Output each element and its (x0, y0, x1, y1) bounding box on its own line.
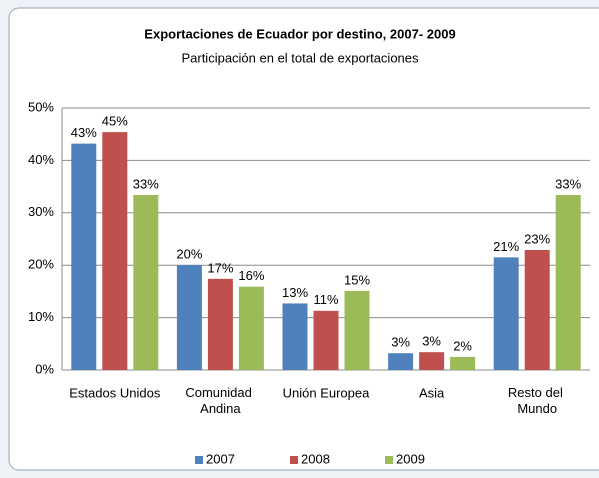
chart-subtitle: Participación en el total de exportacion… (181, 50, 419, 65)
chart-title: Exportaciones de Ecuador por destino, 20… (144, 26, 455, 41)
bar (71, 143, 97, 370)
data-label: 13% (282, 285, 308, 300)
data-label: 33% (133, 176, 159, 191)
legend-swatch (385, 456, 393, 464)
legend-label: 2009 (396, 451, 425, 466)
legend-label: 2008 (301, 451, 330, 466)
data-label: 3% (422, 334, 441, 349)
y-tick-label: 0% (35, 361, 54, 376)
bar (176, 265, 202, 370)
bar (313, 310, 339, 370)
x-tick-label: Resto del Mundo (508, 385, 567, 416)
bar (388, 353, 414, 370)
y-tick-label: 10% (28, 309, 54, 324)
bar (450, 356, 476, 370)
bar (207, 278, 233, 370)
bar (344, 290, 370, 370)
x-tick-label: Unión Europea (283, 385, 370, 400)
legend-label: 2007 (206, 451, 235, 466)
data-label: 20% (176, 247, 202, 262)
y-tick-label: 50% (28, 99, 54, 114)
data-label: 45% (102, 114, 128, 129)
bar (282, 303, 308, 370)
y-tick-label: 40% (28, 152, 54, 167)
bar (493, 257, 519, 370)
legend-swatch (290, 456, 298, 464)
x-tick-label: Comunidad Andina (185, 385, 255, 416)
data-label: 33% (555, 176, 581, 191)
data-label: 3% (391, 335, 410, 350)
bar (555, 194, 581, 370)
y-tick-label: 20% (28, 257, 54, 272)
data-label: 2% (453, 338, 472, 353)
bar (524, 250, 550, 370)
x-tick-label: Asia (419, 385, 445, 400)
bar (238, 286, 264, 370)
data-label: 16% (238, 268, 264, 283)
x-tick-label: Estados Unidos (69, 385, 161, 400)
data-label: 43% (71, 125, 97, 140)
data-label: 17% (207, 260, 233, 275)
bar (102, 132, 128, 370)
data-label: 23% (524, 231, 550, 246)
y-tick-label: 30% (28, 204, 54, 219)
data-label: 21% (493, 239, 519, 254)
bar (419, 352, 445, 370)
data-label: 11% (313, 292, 338, 307)
data-label: 15% (344, 272, 370, 287)
legend-swatch (195, 456, 203, 464)
bar (133, 194, 159, 370)
